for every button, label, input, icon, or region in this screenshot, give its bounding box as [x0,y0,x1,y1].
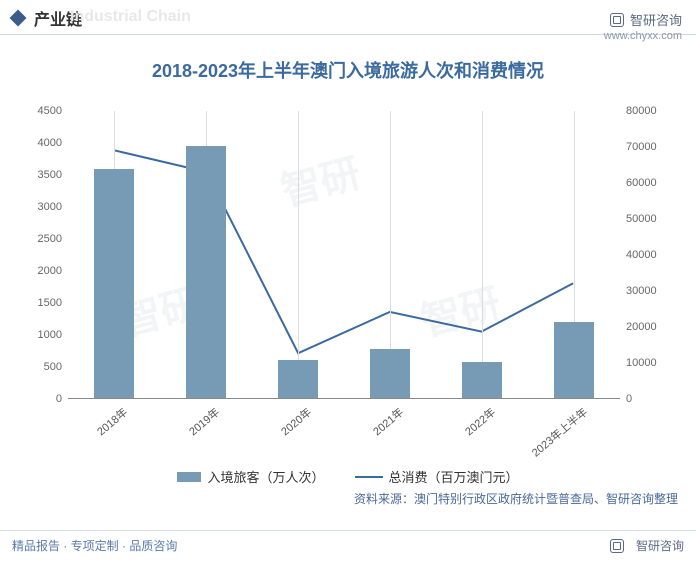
footer-left: 精品报告 · 专项定制 · 品质咨询 [12,537,177,554]
bar [462,362,502,398]
x-label: 2018年 [93,404,130,439]
x-axis-labels: 2018年2019年2020年2021年2022年2023年上半年 [68,404,620,454]
legend-line-label: 总消费（百万澳门元） [389,467,519,486]
legend-bar-label: 入境旅客（万人次） [207,467,324,486]
y-axis-left: 050010001500200025003000350040004500 [28,99,68,399]
line-svg [68,111,620,398]
bar [278,360,318,398]
x-label: 2020年 [277,404,314,439]
bar [94,169,134,398]
footer-brand: 智研咨询 [636,537,684,554]
x-label: 2021年 [369,404,406,439]
x-label: 2023年上半年 [528,404,591,460]
legend-item-line: 总消费（百万澳门元） [355,467,519,486]
x-label: 2022年 [461,404,498,439]
diamond-icon [10,10,27,27]
footer-right: 智研咨询 [610,537,684,554]
watermark-english: Industrial Chain [70,8,191,26]
y-axis-right: 0100002000030000400005000060000700008000… [620,99,668,399]
x-label: 2019年 [185,404,222,439]
bar [186,146,226,398]
plot-area [68,111,620,399]
footer-logo-icon [610,539,624,553]
chart-area: 050010001500200025003000350040004500 010… [28,99,668,449]
legend: 入境旅客（万人次） 总消费（百万澳门元） [0,467,696,486]
chart-title: 2018-2023年上半年澳门入境旅游人次和消费情况 [0,35,696,91]
legend-item-bar: 入境旅客（万人次） [177,467,324,486]
footer: 精品报告 · 专项定制 · 品质咨询 智研咨询 [0,530,696,562]
brand-url: www.chyxx.com [604,30,682,42]
source-note: 资料来源：澳门特别行政区政府统计暨普查局、智研咨询整理 [0,486,696,507]
legend-line-swatch [355,476,383,478]
bar [370,349,410,398]
bar [554,322,594,398]
brand-logo-icon [610,13,624,27]
brand-top: 智研咨询 [610,10,682,29]
brand-name: 智研咨询 [630,10,682,29]
legend-bar-swatch [177,472,201,482]
